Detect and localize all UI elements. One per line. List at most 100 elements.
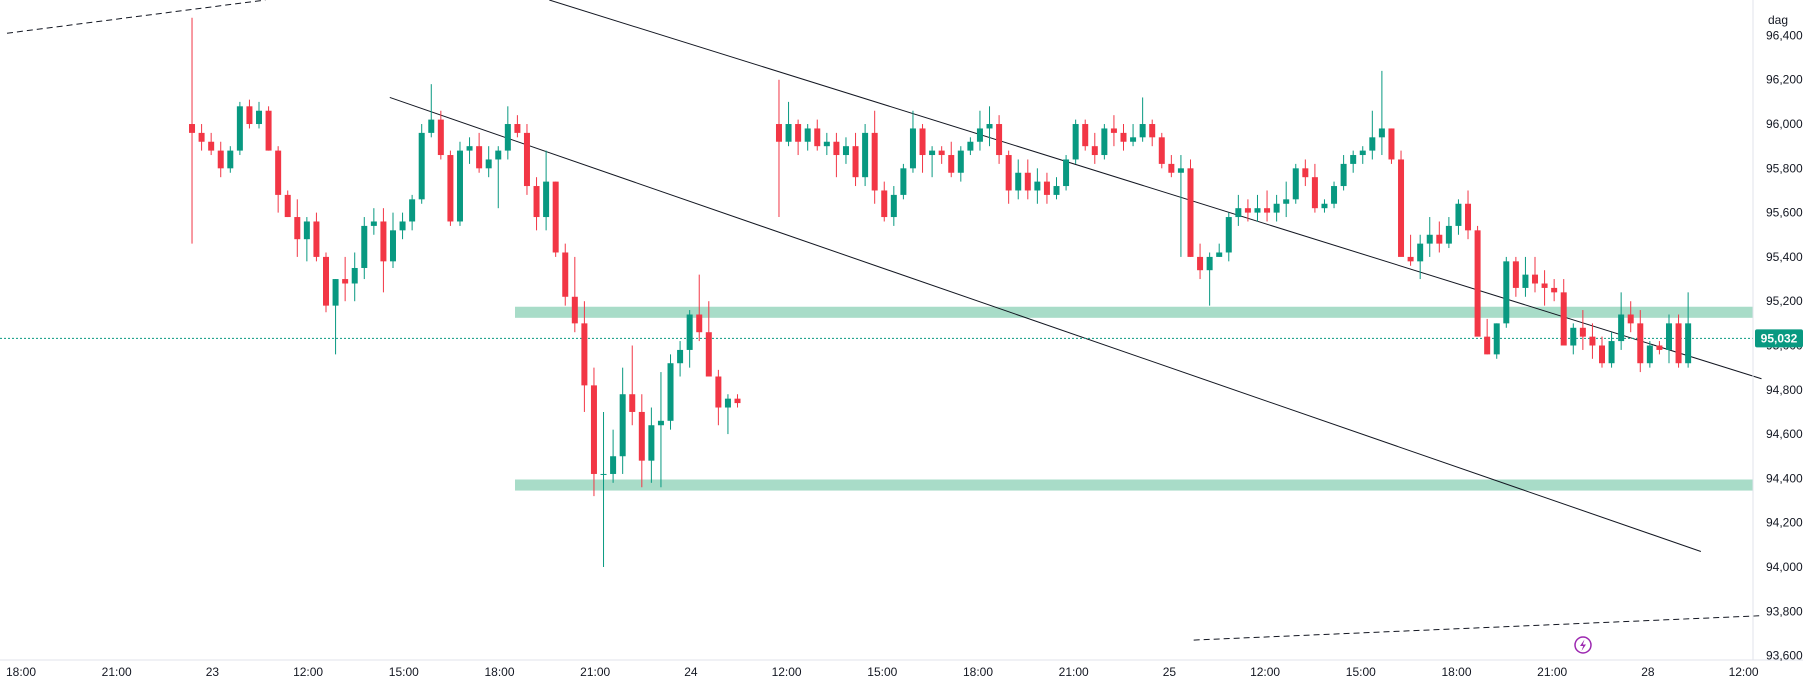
candle-4 bbox=[217, 141, 224, 178]
candle-7 bbox=[246, 99, 253, 129]
candle-body bbox=[1407, 256, 1414, 262]
candle-body bbox=[814, 128, 821, 147]
x-tick-label: 12:00 bbox=[772, 665, 802, 679]
candle-135 bbox=[1503, 256, 1510, 328]
candle-24 bbox=[409, 194, 416, 231]
candle-body bbox=[313, 221, 320, 257]
candle-106 bbox=[1225, 212, 1232, 262]
candle-body bbox=[957, 150, 964, 173]
candle-15 bbox=[323, 252, 329, 313]
price-axis[interactable]: 96,400 96,200 96,000 95,800 95,600 95,400 95,2… bbox=[1766, 28, 1803, 662]
candle-8 bbox=[256, 101, 263, 129]
candle-body bbox=[976, 128, 983, 142]
candle-22 bbox=[389, 212, 396, 268]
candle-body bbox=[919, 128, 926, 156]
candle-38 bbox=[543, 150, 550, 231]
candle-body bbox=[948, 155, 955, 173]
candle-body bbox=[504, 124, 511, 151]
candles bbox=[189, 17, 1692, 567]
x-tick-label: 18:00 bbox=[963, 665, 993, 679]
candle-body bbox=[552, 181, 559, 253]
candle-150 bbox=[1646, 341, 1653, 368]
candle-76 bbox=[938, 146, 945, 164]
candle-body bbox=[1503, 261, 1510, 324]
candle-59 bbox=[775, 79, 782, 218]
candle-82 bbox=[996, 115, 1003, 164]
candle-body bbox=[862, 132, 869, 178]
candle-95 bbox=[1120, 124, 1127, 151]
candle-body bbox=[1072, 124, 1079, 160]
candle-body bbox=[562, 252, 569, 297]
y-tick-label: 96,200 bbox=[1766, 73, 1803, 87]
candle-body bbox=[1551, 287, 1558, 293]
candle-124 bbox=[1398, 150, 1405, 257]
candle-body bbox=[823, 141, 830, 147]
candle-body bbox=[1589, 336, 1596, 346]
candle-body bbox=[1436, 234, 1443, 244]
candle-123 bbox=[1388, 128, 1395, 164]
candle-57 bbox=[724, 394, 731, 435]
candle-96 bbox=[1130, 124, 1137, 147]
candle-143 bbox=[1579, 310, 1586, 350]
x-tick-label: 23 bbox=[206, 665, 220, 679]
candle-body bbox=[1225, 217, 1232, 253]
candle-132 bbox=[1474, 225, 1481, 337]
candle-58 bbox=[734, 394, 741, 408]
candle-119 bbox=[1350, 150, 1357, 173]
candle-body bbox=[1149, 124, 1156, 138]
lightning-alert-icon[interactable] bbox=[1574, 636, 1592, 654]
candle-93 bbox=[1101, 124, 1108, 160]
candle-80 bbox=[976, 110, 983, 151]
candle-body bbox=[1024, 172, 1031, 191]
candle-116 bbox=[1321, 199, 1328, 213]
candle-97 bbox=[1139, 97, 1146, 142]
candle-21 bbox=[380, 208, 387, 293]
candle-body bbox=[1445, 225, 1452, 244]
candle-109 bbox=[1254, 194, 1261, 222]
zone-1 bbox=[515, 306, 1753, 318]
trendlines bbox=[6, 0, 1762, 641]
candle-body bbox=[1359, 150, 1366, 156]
candle-27 bbox=[437, 110, 444, 160]
candle-body bbox=[842, 146, 849, 156]
candle-body bbox=[996, 124, 1003, 156]
candle-body bbox=[696, 314, 703, 333]
candle-37 bbox=[533, 177, 540, 231]
x-tick-label: 12:00 bbox=[293, 665, 323, 679]
candle-body bbox=[1685, 323, 1692, 364]
candle-body bbox=[571, 296, 578, 324]
x-tick-label: 18:00 bbox=[484, 665, 514, 679]
trendline-4 bbox=[1193, 615, 1762, 641]
candle-147 bbox=[1618, 292, 1625, 350]
candle-body bbox=[1264, 208, 1271, 213]
candle-36 bbox=[523, 124, 530, 195]
candle-body bbox=[1665, 323, 1672, 350]
candle-71 bbox=[890, 186, 897, 226]
candle-body bbox=[1350, 155, 1357, 164]
candle-23 bbox=[399, 212, 406, 240]
candle-body bbox=[351, 267, 358, 284]
y-tick-label: 94,400 bbox=[1766, 471, 1803, 485]
candle-body bbox=[1321, 203, 1328, 209]
candle-body bbox=[785, 124, 792, 142]
candle-body bbox=[1388, 128, 1395, 160]
candle-body bbox=[1465, 203, 1472, 231]
candle-100 bbox=[1168, 155, 1175, 178]
candle-112 bbox=[1283, 181, 1290, 218]
candle-body bbox=[638, 411, 645, 461]
candle-66 bbox=[842, 137, 849, 164]
candle-44 bbox=[600, 411, 607, 567]
candle-body bbox=[1599, 345, 1605, 364]
y-tick-label: 94,000 bbox=[1766, 560, 1803, 574]
zone-2 bbox=[515, 479, 1753, 491]
candle-body bbox=[418, 132, 425, 200]
trendline-2 bbox=[549, 0, 1762, 380]
candle-131 bbox=[1465, 190, 1472, 240]
time-axis[interactable]: 18:00 21:00 23 12:00 15:00 18:00 21:00 24 12:00 1… bbox=[6, 665, 1759, 679]
candle-94 bbox=[1110, 115, 1117, 147]
candle-60 bbox=[785, 101, 792, 147]
candle-83 bbox=[1005, 150, 1012, 204]
candle-body bbox=[1082, 124, 1089, 147]
candle-125 bbox=[1407, 234, 1414, 266]
